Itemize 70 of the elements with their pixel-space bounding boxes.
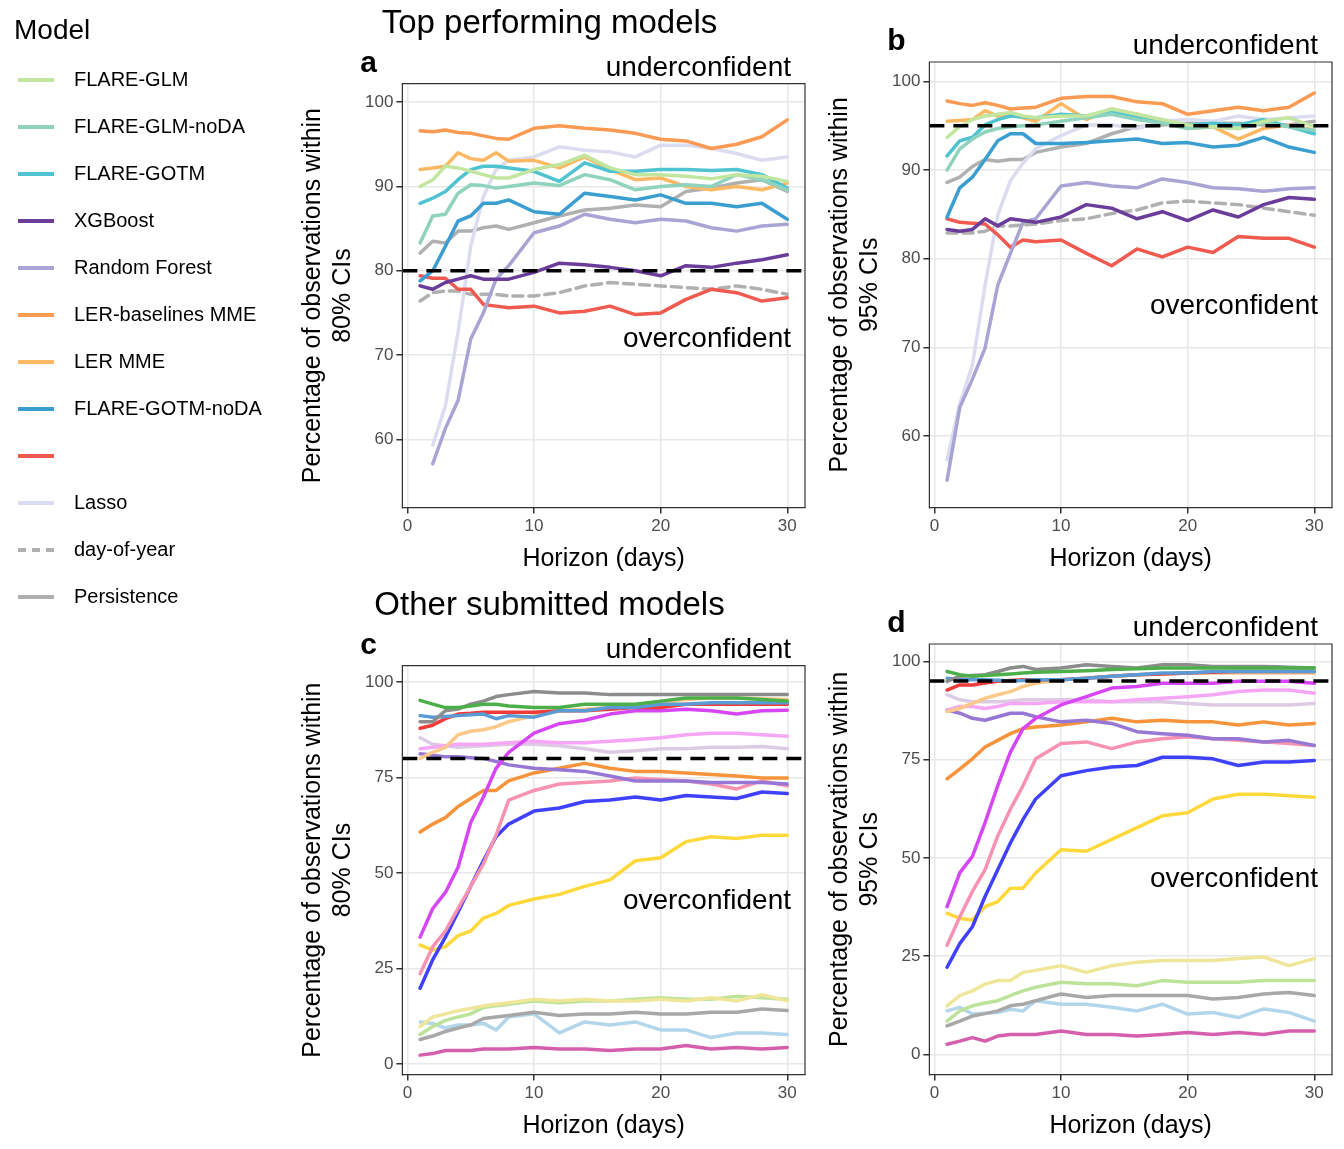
x-axis-title: Horizon (days) — [522, 1109, 685, 1138]
y-tick-label: 100 — [891, 650, 921, 670]
y-tick-label: 90 — [374, 176, 394, 196]
legend-title: Model — [14, 14, 92, 46]
legend-label: LER-baselines MME — [74, 303, 257, 326]
annotation: overconfident — [1149, 862, 1319, 894]
legend-label: FLARE-GOTM-noDA — [74, 397, 262, 420]
text: underconfident — [605, 50, 792, 82]
y-tick-label: 50 — [374, 862, 394, 882]
legend-label: Lasso — [74, 491, 128, 514]
y-axis-title: Percentage of observations within 80% CIs — [296, 682, 355, 1058]
legend-label: FLARE-GLM-noDA — [74, 115, 246, 138]
x-tick-label: 20 — [651, 1083, 671, 1103]
x-tick-label: 30 — [1304, 516, 1324, 536]
y-axis-title: Percentage of observations within 95% CIs — [823, 671, 882, 1047]
text: underconfident — [1132, 611, 1319, 642]
chart-title: Top performing models — [381, 2, 718, 40]
annotation: overconfident — [622, 883, 792, 915]
text: d — [887, 605, 906, 638]
x-axis-title: Horizon (days) — [1049, 1109, 1212, 1138]
x-tick-label: 20 — [1178, 1083, 1198, 1103]
x-axis-title: Horizon (days) — [522, 542, 685, 571]
x-tick-label: 10 — [524, 1083, 544, 1103]
legend-label: Persistence — [74, 585, 179, 608]
y-tick-label: 0 — [910, 1044, 921, 1064]
text: a — [360, 44, 378, 78]
x-tick-label: 0 — [929, 516, 940, 536]
y-tick-label: 80 — [374, 260, 394, 280]
y-tick-label: 60 — [374, 429, 394, 449]
y-tick-label: 60 — [901, 425, 921, 445]
y-tick-label: 100 — [891, 71, 921, 91]
y-axis-title: Percentage of observations within 80% CIs — [296, 107, 355, 484]
chart-title: Other submitted models — [374, 584, 725, 622]
y-tick-label: 25 — [374, 958, 394, 978]
legend-label: day-of-year — [74, 538, 176, 561]
annotation: overconfident — [1149, 288, 1319, 320]
y-tick-label: 70 — [374, 344, 394, 364]
y-tick-label: 80 — [901, 248, 921, 268]
y-tick-label: 70 — [901, 336, 921, 356]
legend-label: FLARE-GOTM — [74, 162, 206, 185]
x-tick-label: 30 — [777, 516, 797, 536]
y-tick-label: 0 — [383, 1053, 394, 1073]
annotation: overconfident — [622, 322, 792, 354]
x-tick-label: 20 — [651, 516, 671, 536]
text: b — [887, 23, 906, 56]
y-tick-label: 90 — [901, 159, 921, 179]
text: c — [360, 626, 378, 660]
x-tick-label: 10 — [1051, 516, 1071, 536]
x-tick-label: 10 — [524, 516, 544, 536]
y-axis-title: Percentage of observations within 95% CIs — [823, 97, 882, 473]
y-tick-label: 75 — [374, 767, 394, 787]
text: underconfident — [605, 632, 792, 664]
y-tick-label: 25 — [901, 945, 921, 965]
x-tick-label: 0 — [402, 516, 413, 536]
y-tick-label: 100 — [364, 671, 394, 691]
x-tick-label: 30 — [1304, 1083, 1324, 1103]
legend-label: XGBoost — [74, 209, 155, 232]
x-tick-label: 20 — [1178, 516, 1198, 536]
x-axis-title: Horizon (days) — [1049, 542, 1212, 571]
y-tick-label: 50 — [901, 847, 921, 867]
legend-label: LER MME — [74, 350, 166, 373]
text: underconfident — [1132, 29, 1319, 60]
y-tick-label: 75 — [901, 749, 921, 769]
x-tick-label: 30 — [777, 1083, 797, 1103]
legend-label: FLARE-GLM — [74, 68, 189, 91]
x-tick-label: 0 — [402, 1083, 413, 1103]
x-tick-label: 0 — [929, 1083, 940, 1103]
x-tick-label: 10 — [1051, 1083, 1071, 1103]
y-tick-label: 100 — [364, 91, 394, 111]
legend-label: Random Forest — [74, 256, 212, 279]
